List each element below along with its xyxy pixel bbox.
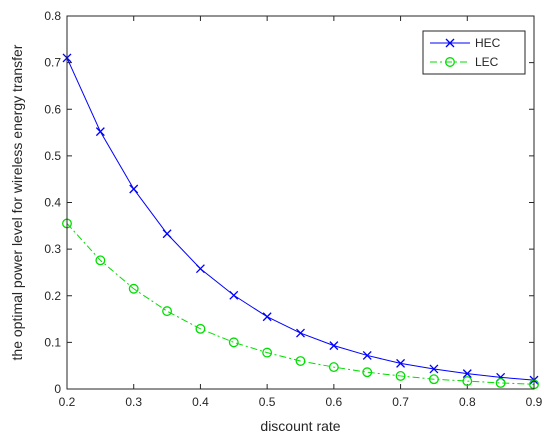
x-tick-label: 0.4 (192, 395, 209, 409)
y-tick-label: 0.4 (44, 196, 61, 210)
y-tick-label: 0.7 (44, 56, 61, 70)
x-tick-label: 0.6 (326, 395, 343, 409)
series-layer (62, 53, 539, 390)
y-tick-label: 0 (54, 382, 61, 396)
data-point-hec (296, 328, 305, 338)
legend-item-lec: LEC (430, 55, 499, 69)
series-line-lec (66, 223, 535, 385)
y-tick-label: 0.8 (44, 9, 61, 23)
data-point-lec (228, 337, 239, 348)
data-point-hec (229, 290, 239, 300)
data-point-hec (462, 369, 472, 379)
y-axis-label: the optimal power level for wireless ene… (9, 44, 25, 360)
y-tick-label: 0.1 (44, 335, 61, 349)
axis-tick-labels: 0.2 0.3 0.4 0.5 0.6 0.7 0.8 0.9 0 0.1 0.2 0.3 0.4 0.5… (44, 9, 542, 409)
legend-marker-lec (445, 57, 455, 67)
data-point-hec (362, 350, 372, 360)
y-tick-label: 0.5 (44, 149, 61, 163)
plot-area (67, 16, 534, 389)
x-tick-label: 0.9 (526, 395, 543, 409)
legend-marker-hec (445, 38, 455, 48)
data-point-lec (262, 347, 273, 358)
series-hec (62, 53, 539, 385)
series-lec (62, 218, 539, 390)
x-tick-label: 0.5 (259, 395, 276, 409)
data-point-lec (128, 283, 139, 294)
data-point-hec (396, 358, 406, 368)
data-point-hec (95, 127, 105, 137)
plot-frame (66, 15, 535, 390)
data-point-lec (428, 374, 439, 385)
data-point-lec (462, 376, 473, 387)
data-point-lec (162, 306, 173, 317)
legend-label-lec: LEC (475, 55, 499, 69)
y-tick-label: 0.2 (44, 289, 61, 303)
data-point-lec (362, 367, 373, 378)
data-point-hec (429, 364, 439, 374)
legend-box (422, 30, 526, 75)
data-point-hec (262, 312, 272, 322)
x-tick-label: 0.8 (459, 395, 476, 409)
data-point-lec (295, 356, 306, 366)
legend-label-hec: HEC (475, 36, 501, 50)
data-point-lec (195, 323, 206, 334)
legend: HEC LEC (422, 30, 526, 75)
data-point-lec (95, 255, 106, 266)
x-tick-label: 0.3 (125, 395, 142, 409)
legend-item-hec: HEC (430, 36, 501, 50)
data-point-hec (329, 341, 339, 351)
data-point-lec (495, 377, 506, 388)
x-tick-label: 0.2 (59, 395, 76, 409)
x-axis-label: discount rate (260, 418, 340, 434)
y-tick-label: 0.6 (44, 102, 61, 116)
data-point-lec (328, 362, 339, 373)
data-point-hec (129, 184, 139, 194)
x-tick-label: 0.7 (392, 395, 409, 409)
data-point-hec (162, 229, 172, 239)
data-point-hec (195, 264, 205, 274)
data-point-lec (395, 370, 406, 381)
y-tick-label: 0.3 (44, 242, 61, 256)
